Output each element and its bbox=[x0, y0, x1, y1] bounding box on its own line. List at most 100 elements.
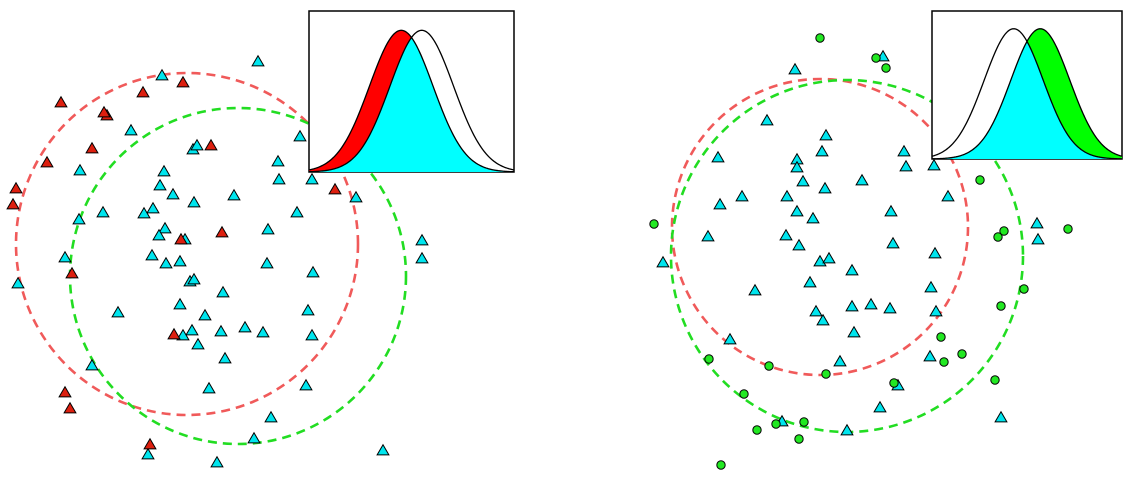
cyan-triangle-icon bbox=[111, 305, 125, 318]
cyan-triangle-icon bbox=[723, 332, 737, 345]
cyan-triangle-icon bbox=[166, 187, 180, 200]
green-circle-icon bbox=[957, 349, 967, 359]
cyan-triangle-icon bbox=[780, 189, 794, 202]
green-circle-icon bbox=[821, 369, 831, 379]
cyan-triangle-icon bbox=[158, 221, 172, 234]
cyan-triangle-icon bbox=[1031, 232, 1045, 245]
cyan-triangle-icon bbox=[72, 212, 86, 225]
cyan-triangle-icon bbox=[272, 172, 286, 185]
cyan-triangle-icon bbox=[261, 222, 275, 235]
cyan-triangle-icon bbox=[713, 197, 727, 210]
cyan-triangle-icon bbox=[260, 256, 274, 269]
cyan-triangle-icon bbox=[191, 337, 205, 350]
red-triangle-icon bbox=[174, 232, 188, 245]
green-circle-icon bbox=[996, 301, 1006, 311]
cyan-triangle-icon bbox=[173, 254, 187, 267]
cyan-triangle-icon bbox=[883, 301, 897, 314]
green-circle-icon bbox=[716, 460, 726, 470]
red-triangle-icon bbox=[54, 95, 68, 108]
right-red-ring bbox=[670, 77, 970, 377]
cyan-triangle-icon bbox=[173, 297, 187, 310]
cyan-triangle-icon bbox=[190, 138, 204, 151]
cyan-triangle-icon bbox=[185, 323, 199, 336]
cyan-triangle-icon bbox=[305, 172, 319, 185]
cyan-triangle-icon bbox=[198, 308, 212, 321]
cyan-triangle-icon bbox=[141, 447, 155, 460]
left-red-ring bbox=[14, 71, 360, 417]
cyan-triangle-icon bbox=[137, 206, 151, 219]
cyan-triangle-icon bbox=[779, 228, 793, 241]
red-triangle-icon bbox=[328, 182, 342, 195]
cyan-triangle-icon bbox=[790, 160, 804, 173]
red-triangle-icon bbox=[215, 225, 229, 238]
cyan-triangle-icon bbox=[145, 248, 159, 261]
green-circle-icon bbox=[939, 357, 949, 367]
cyan-triangle-icon bbox=[85, 358, 99, 371]
red-triangle-icon bbox=[176, 75, 190, 88]
cyan-triangle-icon bbox=[264, 410, 278, 423]
cyan-triangle-icon bbox=[153, 178, 167, 191]
cyan-triangle-icon bbox=[803, 275, 817, 288]
cyan-triangle-icon bbox=[816, 313, 830, 326]
cyan-triangle-icon bbox=[256, 325, 270, 338]
cyan-triangle-icon bbox=[146, 201, 160, 214]
red-triangle-icon bbox=[85, 141, 99, 154]
green-circle-icon bbox=[704, 354, 714, 364]
left-markers bbox=[6, 54, 429, 468]
red-triangle-icon bbox=[6, 197, 20, 210]
cyan-triangle-icon bbox=[271, 154, 285, 167]
cyan-triangle-icon bbox=[847, 325, 861, 338]
green-circle-icon bbox=[764, 361, 774, 371]
curve-b bbox=[308, 29, 515, 173]
cyan-triangle-icon bbox=[884, 204, 898, 217]
red-triangle-icon bbox=[143, 437, 157, 450]
cyan-triangle-icon bbox=[58, 250, 72, 263]
green-circle-icon bbox=[1019, 284, 1029, 294]
red-triangle-icon bbox=[136, 85, 150, 98]
cyan-triangle-icon bbox=[96, 205, 110, 218]
cyan-triangle-icon bbox=[845, 299, 859, 312]
green-circle-icon bbox=[739, 389, 749, 399]
left-inset bbox=[308, 10, 515, 173]
cyan-triangle-icon bbox=[290, 205, 304, 218]
cyan-triangle-icon bbox=[845, 263, 859, 276]
cyan-triangle-icon bbox=[214, 324, 228, 337]
cyan-triangle-icon bbox=[855, 173, 869, 186]
green-circle-icon bbox=[975, 175, 985, 185]
cyan-triangle-icon bbox=[159, 256, 173, 269]
cyan-triangle-icon bbox=[247, 431, 261, 444]
cyan-triangle-icon bbox=[822, 251, 836, 264]
cyan-triangle-icon bbox=[701, 229, 715, 242]
cyan-triangle-icon bbox=[415, 233, 429, 246]
overlap-area bbox=[309, 37, 514, 172]
cyan-triangle-icon bbox=[818, 181, 832, 194]
cyan-triangle-icon bbox=[748, 283, 762, 296]
cyan-triangle-icon bbox=[293, 129, 307, 142]
cyan-triangle-icon bbox=[176, 328, 190, 341]
cyan-triangle-icon bbox=[305, 328, 319, 341]
cyan-triangle-icon bbox=[928, 246, 942, 259]
cyan-triangle-icon bbox=[819, 128, 833, 141]
green-circle-icon bbox=[990, 375, 1000, 385]
cyan-triangle-icon bbox=[202, 381, 216, 394]
cyan-triangle-icon bbox=[790, 204, 804, 217]
cyan-triangle-icon bbox=[155, 68, 169, 81]
cyan-triangle-icon bbox=[994, 410, 1008, 423]
red-triangle-icon bbox=[97, 105, 111, 118]
cyan-triangle-icon bbox=[929, 304, 943, 317]
green-circle-icon bbox=[889, 378, 899, 388]
cyan-triangle-icon bbox=[187, 272, 201, 285]
red-triangle-icon bbox=[40, 155, 54, 168]
cyan-triangle-icon bbox=[796, 174, 810, 187]
cyan-triangle-icon bbox=[815, 144, 829, 157]
cyan-triangle-icon bbox=[735, 189, 749, 202]
cyan-triangle-icon bbox=[656, 255, 670, 268]
green-circle-icon bbox=[752, 425, 762, 435]
cyan-triangle-icon bbox=[349, 190, 363, 203]
cyan-triangle-icon bbox=[886, 236, 900, 249]
green-circle-icon bbox=[936, 332, 946, 342]
cyan-triangle-icon bbox=[157, 164, 171, 177]
cyan-triangle-icon bbox=[711, 150, 725, 163]
